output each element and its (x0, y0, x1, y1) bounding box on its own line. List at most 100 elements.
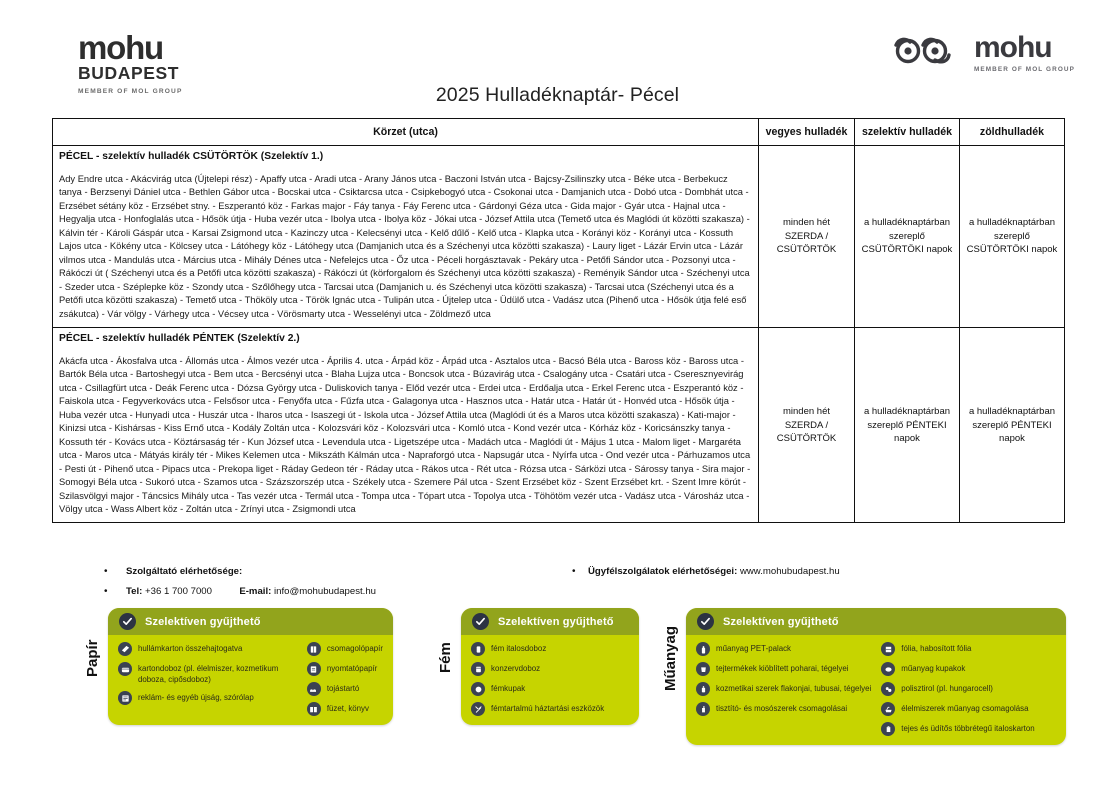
schedule-zold: a hulladéknaptárban szereplő CSÜTÖRTÖKI … (959, 145, 1065, 328)
provider-label: Szolgáltató elérhetősége: (126, 566, 243, 577)
list-item: élelmiszerek műanyag csomagolása (881, 702, 1034, 716)
list-item: füzet, könyv (306, 702, 383, 716)
tel-label: Tel: (126, 586, 143, 597)
metal-cap-icon (471, 682, 485, 696)
zone-streets-cell: PÉCEL - szelektív hulladék PÉNTEK (Szele… (52, 326, 759, 524)
egg-carton-icon (306, 682, 321, 696)
list-item-label: hullámkarton összehajtogatva (138, 644, 243, 653)
panel-muanyag: Műanyag Szelektíven gyűjthető műanyag PE… (662, 608, 1066, 745)
contact-section: • Szolgáltató elérhetősége: • Ügyfélszol… (52, 566, 1064, 606)
panel-side-label-fem: Fém (437, 642, 454, 674)
list-item: fémtartalmú háztartási eszközök (471, 702, 605, 716)
panel-title: Szelektíven gyűjthető (145, 615, 261, 628)
schedule-vegyes: minden hét SZERDA / CSÜTÖRTÖK (758, 145, 855, 328)
list-item: műanyag PET-palack (696, 642, 871, 656)
logo-member-line: MEMBER OF MOL GROUP (78, 87, 183, 95)
panel-title: Szelektíven gyűjthető (723, 615, 839, 628)
street-list: Akácfa utca - Ákosfalva utca - Állomás u… (59, 355, 751, 514)
bullet-icon: • (104, 566, 108, 577)
list-item-label: fólia, habosított fólia (901, 644, 972, 653)
schedule-szelektiv: a hulladéknaptárban szereplő CSÜTÖRTÖKI … (854, 145, 960, 328)
foil-icon (881, 642, 896, 656)
pet-bottle-icon (696, 642, 710, 656)
printer-paper-icon (306, 662, 321, 676)
panel-title: Szelektíven gyűjthető (498, 615, 614, 628)
zone-streets-cell: PÉCEL - szelektív hulladék CSÜTÖRTÖK (Sz… (52, 145, 759, 328)
list-item-label: tejtermékek kiöblített poharai, tégelyei (716, 664, 849, 673)
list-item: hullámkarton összehajtogatva (118, 642, 297, 656)
page-title: 2025 Hulladéknaptár- Pécel (435, 84, 680, 106)
street-list: Ady Endre utca - Akácvirág utca (Újtelep… (59, 174, 750, 319)
schedule-zold: a hulladéknaptárban szereplő PÉNTEKI nap… (959, 326, 1065, 524)
schedule-szelektiv: a hulladéknaptárban szereplő PÉNTEKI nap… (854, 326, 960, 524)
schedule-vegyes: minden hét SZERDA / CSÜTÖRTÖK (758, 326, 855, 524)
customer-service-url[interactable]: www.mohubudapest.hu (739, 566, 840, 577)
polystyrene-icon (881, 682, 896, 696)
list-item-label: polisztirol (pl. hungarocell) (901, 684, 993, 693)
list-item: tejtermékek kiöblített poharai, tégelyei (696, 662, 871, 676)
panel-header-fem: Szelektíven gyűjthető (461, 608, 639, 635)
waste-calendar-table: Körzet (utca) vegyes hulladék szelektív … (52, 118, 1065, 524)
list-item: fémkupak (471, 682, 604, 696)
list-item-label: kozmetikai szerek flakonjai, tubusai, té… (716, 684, 872, 693)
list-item: polisztirol (pl. hungarocell) (881, 682, 1034, 696)
bullet-icon: • (572, 566, 576, 577)
panel-side-label-papir: Papír (84, 639, 101, 677)
table-row: PÉCEL - szelektív hulladék PÉNTEK (Szele… (52, 326, 1065, 524)
metal-household-icon (471, 702, 485, 716)
list-item: tisztító- és mosószerek csomagolásai (696, 702, 871, 716)
list-item: reklám- és egyéb újság, szórólap (118, 691, 297, 705)
email-label: E-mail: (239, 586, 272, 597)
email-value[interactable]: info@mohubudapest.hu (274, 586, 377, 597)
list-item-label: élelmiszerek műanyag csomagolása (901, 704, 1029, 713)
column-header-szelektiv: szelektív hulladék (854, 118, 960, 146)
table-row: PÉCEL - szelektív hulladék CSÜTÖRTÖK (Sz… (52, 145, 1065, 328)
mohu-budapest-logo: mohu BUDAPEST MEMBER OF MOL GROUP (78, 31, 223, 95)
zone-title: PÉCEL - szelektív hulladék PÉNTEK (Szele… (59, 332, 300, 344)
book-icon (306, 702, 321, 716)
panel-papir: Papír Szelektíven gyűjthető hullámkarton… (84, 608, 393, 743)
cosmetics-bottle-icon (696, 682, 710, 696)
list-item-label: műanyag kupakok (901, 664, 966, 673)
beverage-carton-icon (881, 722, 896, 736)
list-item: műanyag kupakok (881, 662, 1034, 676)
plastic-cap-icon (881, 662, 896, 676)
list-item-label: kartondoboz (pl. élelmiszer, kozmetikum … (138, 664, 279, 684)
list-item-label: reklám- és egyéb újság, szórólap (138, 693, 254, 702)
customer-service-label: Ügyfélszolgálatok elérhetőségei: (588, 566, 738, 577)
column-header-vegyes: vegyes hulladék (758, 118, 855, 146)
list-item: tojástartó (306, 682, 383, 696)
table-header-row: Körzet (utca) vegyes hulladék szelektív … (52, 118, 1065, 146)
owl-logo-icon (890, 34, 962, 73)
list-item: fém italosdoboz (471, 642, 604, 656)
check-icon (697, 613, 714, 630)
check-icon (119, 613, 136, 630)
newspaper-icon (118, 691, 132, 705)
tel-value[interactable]: +36 1 700 7000 (145, 586, 212, 597)
mohu-logo: mohu MEMBER OF MOL GROUP (890, 31, 1075, 73)
list-item-label: fém italosdoboz (491, 644, 547, 653)
zone-title: PÉCEL - szelektív hulladék CSÜTÖRTÖK (Sz… (59, 151, 324, 162)
panel-fem: Fém Szelektíven gyűjthető fém italosdobo… (437, 608, 639, 743)
bullet-icon: • (104, 586, 108, 597)
folded-cardboard-icon (118, 642, 132, 656)
metal-can-icon (471, 642, 485, 656)
logo-wordmark-right: mohu (973, 31, 1053, 65)
list-item-label: tojástartó (326, 684, 360, 693)
food-packaging-icon (881, 702, 896, 716)
list-item-label: csomagolópapír (326, 644, 383, 653)
panel-side-label-muanyag: Műanyag (662, 625, 679, 691)
tin-can-icon (471, 662, 485, 676)
column-header-korzet: Körzet (utca) (52, 118, 759, 146)
recyclable-panels: Papír Szelektíven gyűjthető hullámkarton… (52, 608, 1066, 750)
panel-header-papir: Szelektíven gyűjthető (108, 608, 393, 635)
list-item-label: tisztító- és mosószerek csomagolásai (716, 704, 848, 713)
list-item-label: füzet, könyv (326, 704, 369, 713)
list-item: konzervdoboz (471, 662, 604, 676)
list-item-label: fémtartalmú háztartási eszközök (491, 704, 605, 713)
list-item-label: konzervdoboz (491, 664, 541, 673)
list-item: tejes és üdítős többrétegű italoskarton (881, 722, 1035, 736)
panel-header-muanyag: Szelektíven gyűjthető (686, 608, 1066, 635)
list-item-label: tejes és üdítős többrétegű italoskarton (901, 724, 1035, 733)
list-item-label: fémkupak (491, 684, 526, 693)
